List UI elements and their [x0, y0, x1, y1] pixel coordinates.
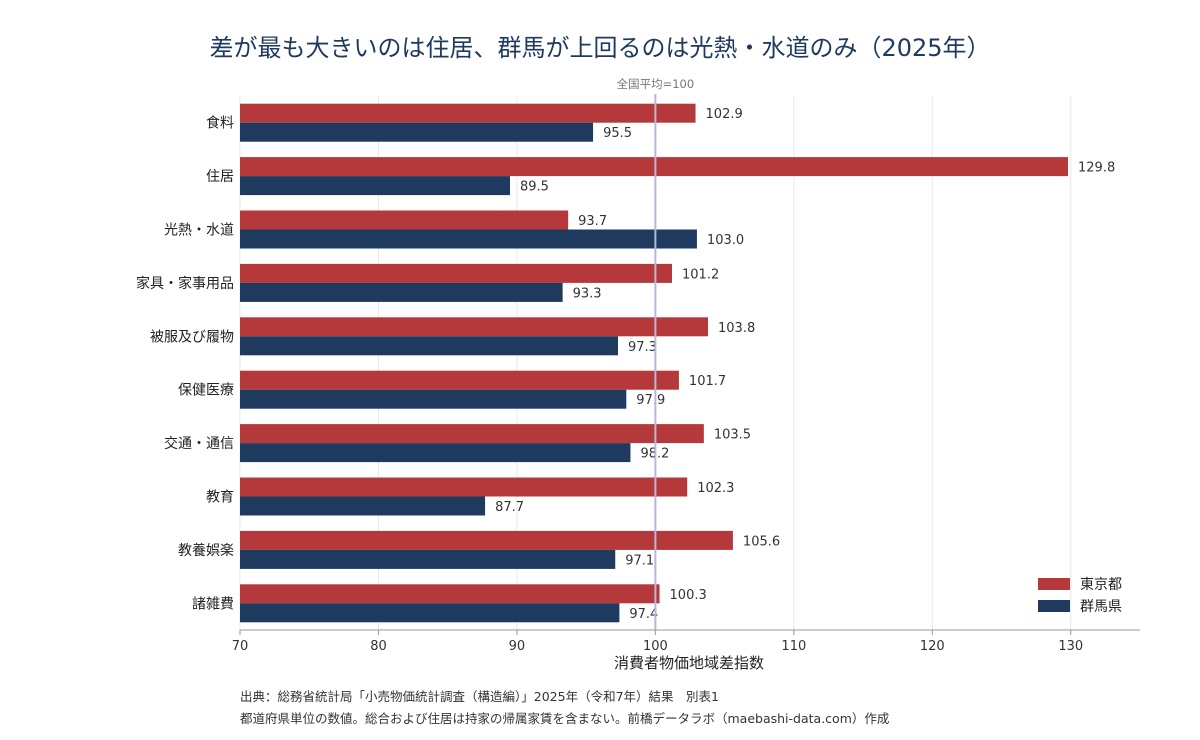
data-label: 102.3: [697, 481, 734, 496]
reference-line-label: 全国平均=100: [617, 77, 695, 91]
data-label: 103.5: [714, 428, 751, 443]
source-note: 出典：総務省統計局「小売物価統計調査（構造編）」2025年（令和7年）結果 別表…: [240, 689, 719, 704]
bar-tokyo: [240, 477, 688, 497]
legend-swatch: [1038, 578, 1070, 590]
data-label: 100.3: [670, 588, 707, 603]
data-label: 93.7: [578, 214, 607, 229]
bar-tokyo: [240, 424, 704, 444]
data-label: 97.4: [629, 607, 658, 622]
x-tick-label: 130: [1058, 639, 1083, 654]
data-label: 129.8: [1078, 161, 1115, 176]
bar-tokyo: [240, 317, 708, 337]
data-label: 97.3: [628, 340, 657, 355]
data-label: 103.8: [718, 321, 755, 336]
data-label: 97.1: [625, 553, 654, 568]
data-label: 87.7: [495, 500, 524, 515]
bar-gunma: [240, 336, 618, 356]
x-tick-label: 80: [370, 639, 387, 654]
bar-gunma: [240, 549, 616, 569]
x-tick-label: 90: [509, 639, 526, 654]
data-label: 101.2: [682, 267, 719, 282]
legend-label: 東京都: [1080, 577, 1122, 593]
legend-swatch: [1038, 600, 1070, 612]
bar-tokyo: [240, 210, 569, 230]
chart-title: 差が最も大きいのは住居、群馬が上回るのは光熱・水道のみ（2025年）: [209, 34, 991, 62]
x-tick-label: 100: [643, 639, 668, 654]
bar-gunma: [240, 443, 631, 463]
data-label: 105.6: [743, 534, 780, 549]
category-label: 保健医療: [178, 382, 234, 399]
legend-label: 群馬県: [1080, 599, 1122, 615]
bar-gunma: [240, 389, 627, 409]
bar-tokyo: [240, 103, 696, 123]
category-label: 住居: [206, 169, 234, 185]
x-tick-label: 110: [781, 639, 806, 654]
x-axis-title: 消費者物価地域差指数: [614, 654, 764, 672]
category-label: 教育: [206, 490, 234, 506]
bar-gunma: [240, 496, 486, 516]
bar-gunma: [240, 122, 594, 142]
category-label: 諸雑費: [192, 596, 234, 612]
category-label: 光熱・水道: [164, 223, 234, 239]
data-label: 93.3: [573, 286, 602, 301]
bar-gunma: [240, 282, 563, 302]
category-label: 被服及び履物: [150, 329, 234, 345]
category-label: 教養娯楽: [178, 542, 234, 559]
data-label: 101.7: [689, 374, 726, 389]
category-label: 交通・通信: [164, 435, 234, 452]
category-label: 食料: [206, 115, 234, 132]
x-tick-label: 120: [920, 639, 945, 654]
bar-tokyo: [240, 157, 1068, 177]
category-label: 家具・家事用品: [136, 275, 234, 292]
bar-tokyo: [240, 370, 679, 390]
bar-tokyo: [240, 584, 660, 604]
x-tick-label: 70: [232, 639, 249, 654]
data-label: 97.9: [636, 393, 665, 408]
data-label: 102.9: [706, 107, 743, 122]
data-label: 89.5: [520, 180, 549, 195]
footnote: 都道府県単位の数値。総合および住居は持家の帰属家賃を含まない。前橋データラボ（m…: [240, 711, 890, 726]
bar-gunma: [240, 603, 620, 623]
data-label: 95.5: [603, 126, 632, 141]
data-label: 103.0: [707, 233, 744, 248]
bar-tokyo: [240, 263, 672, 283]
bar-gunma: [240, 229, 697, 249]
bar-gunma: [240, 176, 510, 196]
bar-tokyo: [240, 530, 733, 550]
